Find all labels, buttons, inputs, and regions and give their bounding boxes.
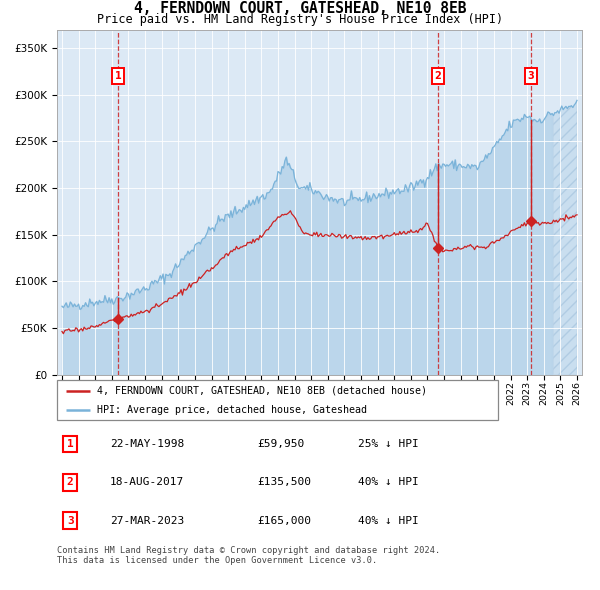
Text: £135,500: £135,500 bbox=[257, 477, 311, 487]
Text: 4, FERNDOWN COURT, GATESHEAD, NE10 8EB (detached house): 4, FERNDOWN COURT, GATESHEAD, NE10 8EB (… bbox=[97, 386, 427, 396]
Text: 18-AUG-2017: 18-AUG-2017 bbox=[110, 477, 184, 487]
Text: 40% ↓ HPI: 40% ↓ HPI bbox=[358, 477, 419, 487]
Text: 40% ↓ HPI: 40% ↓ HPI bbox=[358, 516, 419, 526]
Text: 1: 1 bbox=[115, 71, 122, 81]
Text: 3: 3 bbox=[67, 516, 74, 526]
Text: 27-MAR-2023: 27-MAR-2023 bbox=[110, 516, 184, 526]
Text: 4, FERNDOWN COURT, GATESHEAD, NE10 8EB: 4, FERNDOWN COURT, GATESHEAD, NE10 8EB bbox=[134, 1, 466, 16]
FancyBboxPatch shape bbox=[57, 380, 498, 420]
Text: Contains HM Land Registry data © Crown copyright and database right 2024.
This d: Contains HM Land Registry data © Crown c… bbox=[57, 546, 440, 565]
Text: £59,950: £59,950 bbox=[257, 439, 305, 449]
Text: HPI: Average price, detached house, Gateshead: HPI: Average price, detached house, Gate… bbox=[97, 405, 367, 415]
Text: 2: 2 bbox=[67, 477, 74, 487]
Text: £165,000: £165,000 bbox=[257, 516, 311, 526]
Text: 22-MAY-1998: 22-MAY-1998 bbox=[110, 439, 184, 449]
Text: 25% ↓ HPI: 25% ↓ HPI bbox=[358, 439, 419, 449]
Text: 1: 1 bbox=[67, 439, 74, 449]
Text: Price paid vs. HM Land Registry's House Price Index (HPI): Price paid vs. HM Land Registry's House … bbox=[97, 13, 503, 26]
Text: 3: 3 bbox=[527, 71, 535, 81]
Text: 2: 2 bbox=[434, 71, 442, 81]
